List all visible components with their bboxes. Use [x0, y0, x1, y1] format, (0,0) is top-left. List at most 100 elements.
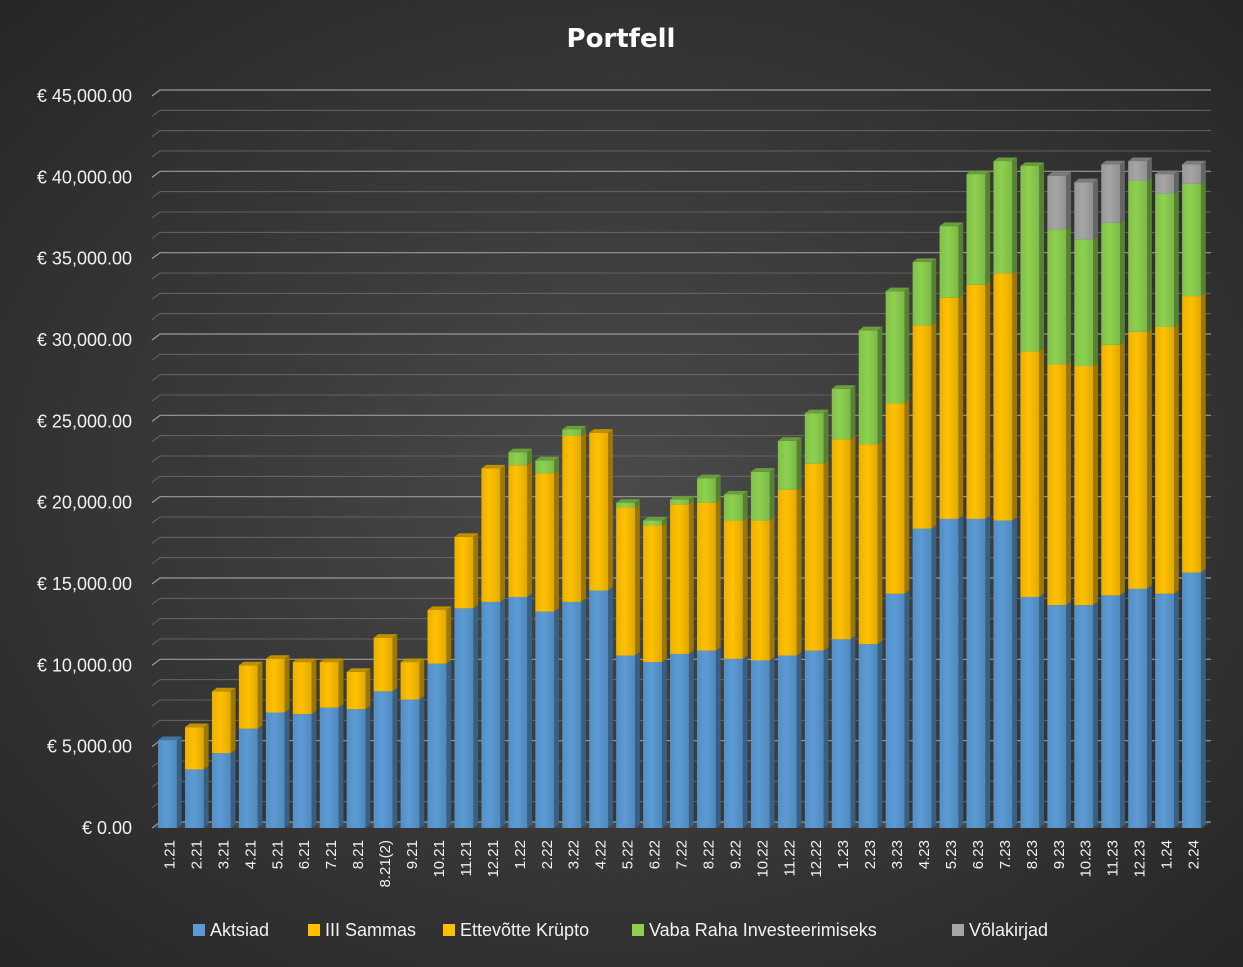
bar-stack — [184, 723, 209, 828]
bar-segment — [1128, 588, 1148, 828]
x-tick-label: 10.23 — [1078, 840, 1095, 878]
bar-segment-side — [904, 399, 910, 594]
bar-segment-side — [1174, 323, 1179, 594]
legend-item: Vaba Raha Investeerimiseks — [632, 920, 877, 940]
bar-stack — [723, 490, 748, 828]
bar-stack — [346, 668, 371, 828]
bar-segment-side — [661, 516, 667, 526]
x-tick-label: 9.23 — [1051, 840, 1068, 869]
bar-segment — [616, 502, 636, 508]
x-tick-label: 11.22 — [781, 840, 798, 876]
bar-segment — [481, 468, 501, 602]
bar-segment-top — [616, 499, 640, 503]
bar-segment-side — [661, 658, 667, 828]
bar-segment — [427, 663, 447, 828]
bar-segment-side — [257, 661, 263, 729]
minor-gridline — [151, 130, 1211, 137]
bar-segment-side — [715, 647, 721, 828]
bar-segment-side — [1200, 569, 1206, 828]
bar-segment-side — [823, 409, 829, 464]
legend-item: Võlakirjad — [952, 920, 1048, 940]
bar-segment-top — [589, 429, 613, 433]
bar-segment — [1155, 193, 1175, 327]
bar-segment — [1155, 326, 1175, 594]
bar-segment-top — [643, 516, 667, 521]
bar-segment-side — [1039, 593, 1045, 828]
x-tick-label: 2.21 — [188, 840, 205, 869]
bar-segment-top — [184, 723, 209, 728]
bar-segment-top — [292, 658, 317, 663]
bar-segment-side — [1093, 178, 1098, 240]
bar-segment — [589, 590, 609, 828]
bar-segment — [562, 435, 582, 602]
y-axis-ticks: € 0.00 € 5,000.00 € 10,000.00 € 15,000.00 € … — [37, 86, 132, 838]
bar-segment-side — [1093, 235, 1098, 367]
x-tick-label: 8.23 — [1024, 840, 1041, 869]
bar-segment-side — [1147, 328, 1152, 589]
x-tick-label: 2.22 — [539, 840, 556, 869]
bar-segment — [1128, 331, 1148, 589]
bar-segment — [777, 440, 797, 490]
y-tick-label: € 40,000.00 — [37, 167, 132, 187]
x-tick-label: 6.21 — [296, 840, 313, 869]
bar-segment — [697, 478, 716, 503]
bar-segment-side — [661, 521, 667, 663]
y-tick-label: € 10,000.00 — [37, 655, 132, 675]
bar-segment-side — [635, 503, 640, 656]
major-gridline — [151, 252, 1211, 260]
bar-segment-side — [769, 468, 775, 521]
x-tick-label: 3.22 — [566, 840, 583, 869]
bar-stack — [670, 495, 694, 828]
bar-stack — [1047, 172, 1072, 828]
bar-segment-side — [796, 651, 802, 828]
x-tick-label: 11.23 — [1105, 840, 1122, 876]
x-tick-label: 6.22 — [647, 840, 664, 869]
bar-segment-side — [1147, 176, 1152, 332]
bar-segment-top — [939, 222, 964, 227]
bar-segment-top — [158, 736, 182, 741]
bar-segment-side — [365, 668, 371, 710]
bar-segment-side — [284, 708, 290, 828]
bar-segment-side — [446, 606, 452, 664]
bar-segment-side — [1174, 190, 1179, 327]
bar-stack — [643, 516, 667, 828]
bar-segment — [804, 413, 824, 464]
bar-segment-side — [311, 710, 317, 828]
bar-segment — [1074, 605, 1094, 828]
bar-segment-side — [1012, 157, 1018, 274]
bar-segment-side — [581, 598, 586, 828]
bar-segment — [993, 520, 1013, 828]
bar-segment — [1101, 164, 1121, 223]
y-tick-label: € 20,000.00 — [37, 493, 132, 513]
bar-segment-side — [688, 650, 694, 828]
bar-segment-side — [473, 604, 479, 828]
bar-stack — [265, 655, 290, 828]
bar-segment-side — [419, 695, 425, 828]
y-tick-label: € 5,000.00 — [47, 737, 132, 757]
minor-gridline — [151, 211, 1211, 219]
bar-stack — [1020, 162, 1045, 828]
x-tick-label: 10.21 — [431, 840, 448, 878]
bar-segment — [885, 593, 905, 828]
bar-segment — [1047, 364, 1067, 606]
bar-stack — [858, 326, 883, 828]
x-tick-label: 1.21 — [161, 840, 178, 869]
y-tick-label: € 35,000.00 — [37, 249, 132, 269]
x-tick-label: 9.21 — [404, 840, 421, 869]
bar-segment — [697, 502, 716, 651]
bar-segment — [211, 691, 231, 754]
bar-segment — [373, 637, 393, 692]
bar-segment-top — [1128, 157, 1152, 162]
bar-segment — [508, 452, 528, 466]
bar-segment — [858, 444, 878, 645]
bar-segment-side — [338, 704, 344, 828]
bar-segment — [589, 432, 609, 591]
bar-segment-top — [211, 687, 236, 692]
bar-segment-side — [985, 170, 991, 285]
bar-stack — [481, 464, 506, 828]
bar-segment — [1182, 572, 1201, 828]
y-tick-label: € 45,000.00 — [37, 86, 132, 106]
x-tick-label: 5.22 — [620, 840, 637, 869]
minor-gridline — [151, 272, 1211, 280]
bar-segment-side — [877, 640, 883, 828]
